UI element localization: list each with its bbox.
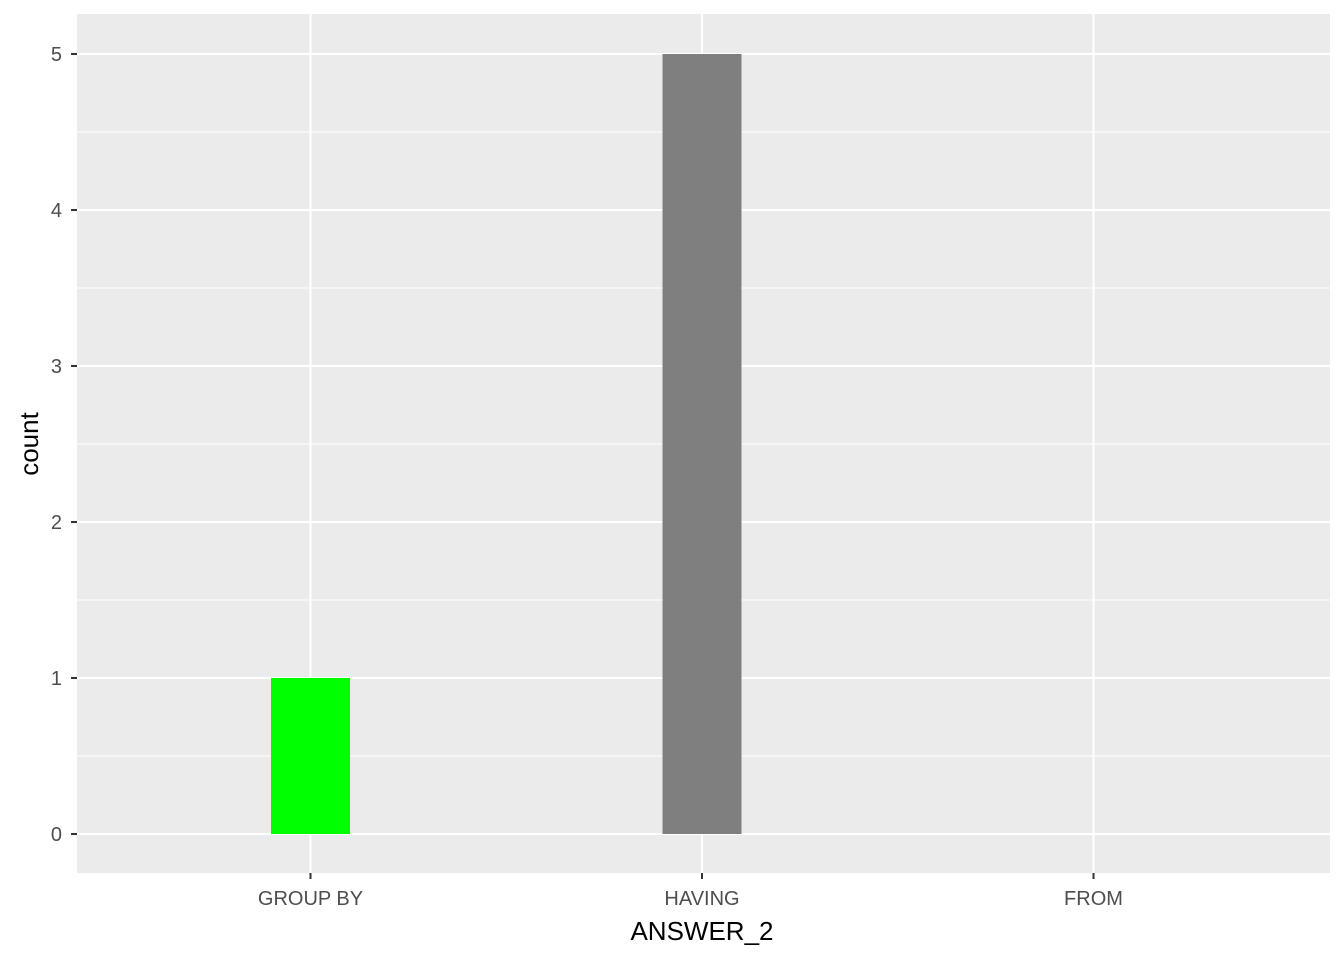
x-axis-ticks: GROUP BY HAVING FROM — [258, 873, 1123, 910]
y-tick-label: 4 — [51, 200, 62, 222]
y-tick-label: 0 — [51, 824, 62, 846]
y-axis-ticks: 0 1 2 3 4 5 — [51, 44, 77, 846]
bar-having — [662, 54, 742, 834]
y-tick-label: 5 — [51, 44, 62, 66]
y-tick-label: 2 — [51, 512, 62, 534]
y-axis-title: count — [14, 411, 44, 475]
x-tick-label: HAVING — [664, 888, 739, 910]
y-tick-label: 3 — [51, 356, 62, 378]
y-tick-label: 1 — [51, 668, 62, 690]
bars — [271, 54, 742, 834]
x-tick-label: GROUP BY — [258, 888, 363, 910]
x-tick-label: FROM — [1064, 888, 1123, 910]
bar-group-by — [271, 678, 350, 834]
x-axis-title: ANSWER_2 — [630, 916, 773, 946]
